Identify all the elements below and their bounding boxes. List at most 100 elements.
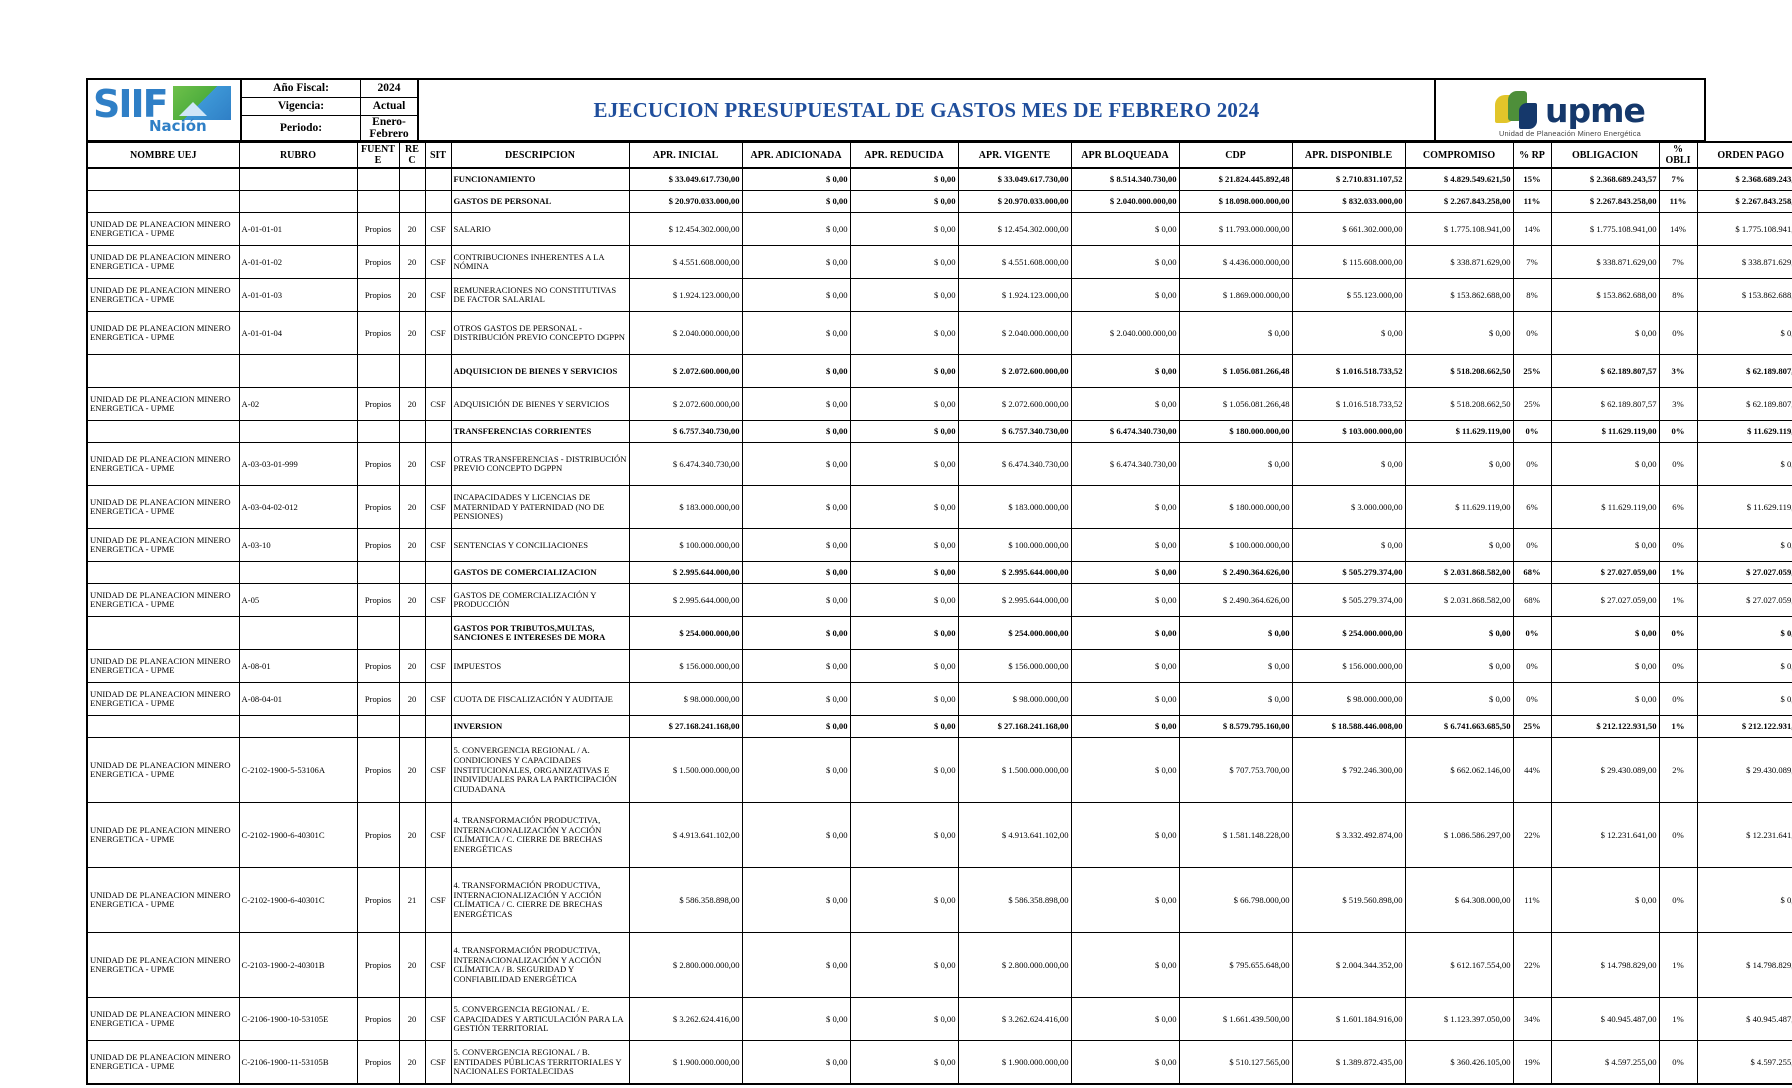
cell-obligacion: $ 212.122.931,50 [1550,715,1660,739]
cell-compromiso: $ 360.426.105,00 [1404,1040,1514,1085]
cell-orden: $ 0,00 [1696,616,1792,651]
cell-compromiso: $ 2.267.843.258,00 [1404,190,1514,214]
col-apr-adicionada: APR. ADICIONADA [741,140,851,170]
col-cdp: CDP [1178,140,1293,170]
cell-inicial: $ 156.000.000,00 [628,649,743,684]
cell-rubro: C-2106-1900-11-53105B [238,1040,358,1085]
cell-inicial: $ 2.040.000.000,00 [628,311,743,356]
cell-adicionada: $ 0,00 [741,278,851,313]
cell-rp: 0% [1512,616,1552,651]
cell-orden: $ 1.775.108.941,00 [1696,212,1792,247]
cell-vigente: $ 156.000.000,00 [957,649,1072,684]
col-descripcion: DESCRIPCION [450,140,630,170]
cell-obli: 6% [1658,485,1698,530]
cell-bloqueada: $ 2.040.000.000,00 [1070,190,1180,214]
cell-adicionada: $ 0,00 [741,997,851,1042]
cell-cdp: $ 1.056.081.266,48 [1178,354,1293,389]
cell-uej [86,420,240,444]
cell-inicial: $ 1.500.000.000,00 [628,737,743,804]
cell-uej: UNIDAD DE PLANEACION MINERO ENERGETICA -… [86,1040,240,1085]
cell-sit [424,190,452,214]
cell-orden: $ 11.629.119,00 [1696,420,1792,444]
cell-vigente: $ 183.000.000,00 [957,485,1072,530]
cell-orden: $ 62.189.807,57 [1696,387,1792,422]
table-row: UNIDAD DE PLANEACION MINERO ENERGETICA -… [86,387,1792,422]
cell-uej [86,616,240,651]
cell-vigente: $ 1.500.000.000,00 [957,737,1072,804]
cell-rec: 20 [398,245,426,280]
cell-reducida: $ 0,00 [849,649,959,684]
cell-obli: 11% [1658,190,1698,214]
cell-vigente: $ 6.757.340.730,00 [957,420,1072,444]
cell-rubro: C-2103-1900-2-40301B [238,932,358,999]
cell-rp: 22% [1512,802,1552,869]
cell-disponible: $ 1.389.872.435,00 [1291,1040,1406,1085]
cell-vigente: $ 2.995.644.000,00 [957,561,1072,585]
cell-adicionada: $ 0,00 [741,485,851,530]
cell-cdp: $ 2.490.364.626,00 [1178,561,1293,585]
cell-rp: 0% [1512,649,1552,684]
cell-bloqueada: $ 8.514.340.730,00 [1070,167,1180,192]
cell-obli: 8% [1658,278,1698,313]
cell-rec [398,715,426,739]
cell-obligacion: $ 0,00 [1550,682,1660,717]
cell-inicial: $ 6.757.340.730,00 [628,420,743,444]
cell-cdp: $ 0,00 [1178,442,1293,487]
cell-rubro: C-2102-1900-6-40301C [238,867,358,934]
cell-obli: 0% [1658,802,1698,869]
label-vigencia: Vigencia: [240,96,361,116]
cell-obli: 2% [1658,737,1698,804]
cell-fuente: Propios [356,528,400,563]
cell-rec: 20 [398,528,426,563]
cell-orden: $ 2.267.843.258,00 [1696,190,1792,214]
cell-disponible: $ 832.033.000,00 [1291,190,1406,214]
cell-desc: ADQUISICIÓN DE BIENES Y SERVICIOS [450,387,630,422]
cell-sit: CSF [424,528,452,563]
cell-rec: 20 [398,278,426,313]
cell-compromiso: $ 11.629.119,00 [1404,420,1514,444]
cell-orden: $ 2.368.689.243,57 [1696,167,1792,192]
cell-inicial: $ 586.358.898,00 [628,867,743,934]
cell-desc: OTRAS TRANSFERENCIAS - DISTRIBUCIÓN PREV… [450,442,630,487]
cell-bloqueada: $ 0,00 [1070,528,1180,563]
cell-orden: $ 0,00 [1696,649,1792,684]
cell-rec [398,561,426,585]
report-header-banner: SIIF Nación Año Fiscal: 2024 EJECUCION P… [86,78,1706,142]
cell-adicionada: $ 0,00 [741,867,851,934]
cell-vigente: $ 586.358.898,00 [957,867,1072,934]
cell-reducida: $ 0,00 [849,997,959,1042]
cell-rp: 0% [1512,420,1552,444]
cell-inicial: $ 2.072.600.000,00 [628,387,743,422]
cell-disponible: $ 519.560.898,00 [1291,867,1406,934]
cell-rp: 22% [1512,932,1552,999]
cell-reducida: $ 0,00 [849,387,959,422]
cell-sit [424,167,452,192]
cell-desc: 4. TRANSFORMACIÓN PRODUCTIVA, INTERNACIO… [450,802,630,869]
cell-inicial: $ 2.995.644.000,00 [628,561,743,585]
cell-bloqueada: $ 6.474.340.730,00 [1070,420,1180,444]
cell-obligacion: $ 0,00 [1550,616,1660,651]
cell-cdp: $ 510.127.565,00 [1178,1040,1293,1085]
cell-adicionada: $ 0,00 [741,802,851,869]
cell-fuente: Propios [356,997,400,1042]
cell-sit: CSF [424,802,452,869]
upme-leaves-icon [1495,91,1539,131]
cell-rp: 19% [1512,1040,1552,1085]
cell-obli: 7% [1658,167,1698,192]
cell-obli: 1% [1658,583,1698,618]
cell-disponible: $ 505.279.374,00 [1291,561,1406,585]
cell-obligacion: $ 0,00 [1550,442,1660,487]
cell-inicial: $ 2.800.000.000,00 [628,932,743,999]
cell-bloqueada: $ 0,00 [1070,649,1180,684]
cell-reducida: $ 0,00 [849,190,959,214]
cell-sit [424,561,452,585]
cell-reducida: $ 0,00 [849,245,959,280]
cell-sit: CSF [424,212,452,247]
cell-rubro [238,715,358,739]
cell-desc: GASTOS DE COMERCIALIZACIÓN Y PRODUCCIÓN [450,583,630,618]
cell-reducida: $ 0,00 [849,354,959,389]
upme-wordmark: upme [1545,91,1646,130]
cell-rp: 34% [1512,997,1552,1042]
cell-fuente: Propios [356,649,400,684]
cell-cdp: $ 11.793.000.000,00 [1178,212,1293,247]
